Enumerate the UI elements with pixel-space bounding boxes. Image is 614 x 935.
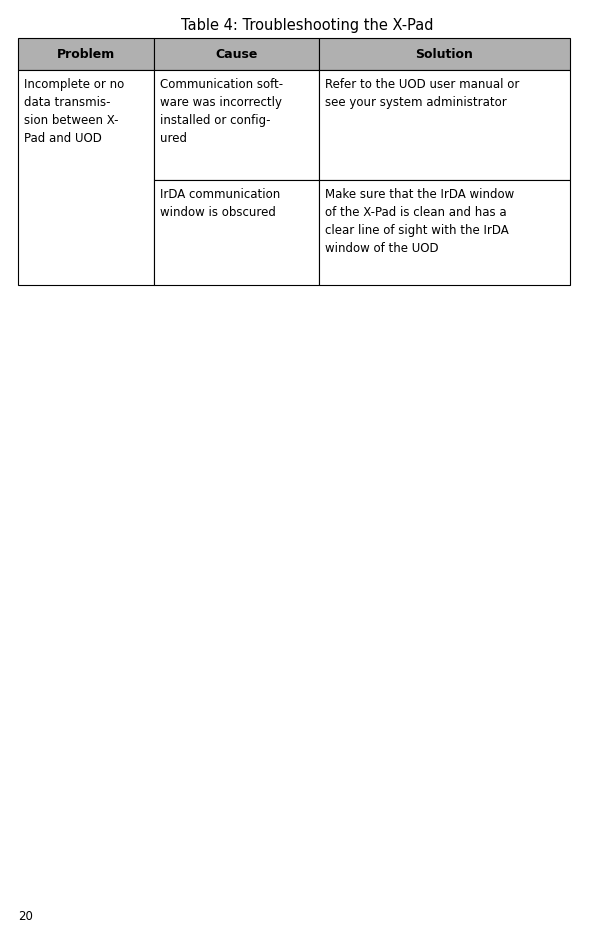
Text: Solution: Solution xyxy=(415,48,473,61)
Text: Cause: Cause xyxy=(215,48,257,61)
Text: Refer to the UOD user manual or
see your system administrator: Refer to the UOD user manual or see your… xyxy=(325,78,519,109)
Bar xyxy=(319,38,570,70)
Bar xyxy=(154,180,319,285)
Text: Table 4: Troubleshooting the X-Pad: Table 4: Troubleshooting the X-Pad xyxy=(181,18,433,33)
Bar xyxy=(154,70,319,180)
Bar xyxy=(18,38,154,70)
Bar xyxy=(18,70,154,285)
Text: 20: 20 xyxy=(18,910,33,923)
Bar xyxy=(319,180,570,285)
Text: Incomplete or no
data transmis-
sion between X-
Pad and UOD: Incomplete or no data transmis- sion bet… xyxy=(24,78,124,145)
Text: Communication soft-
ware was incorrectly
installed or config-
ured: Communication soft- ware was incorrectly… xyxy=(160,78,283,145)
Bar xyxy=(319,70,570,180)
Text: Problem: Problem xyxy=(56,48,115,61)
Text: Make sure that the IrDA window
of the X-Pad is clean and has a
clear line of sig: Make sure that the IrDA window of the X-… xyxy=(325,188,514,255)
Bar xyxy=(154,38,319,70)
Text: IrDA communication
window is obscured: IrDA communication window is obscured xyxy=(160,188,280,219)
